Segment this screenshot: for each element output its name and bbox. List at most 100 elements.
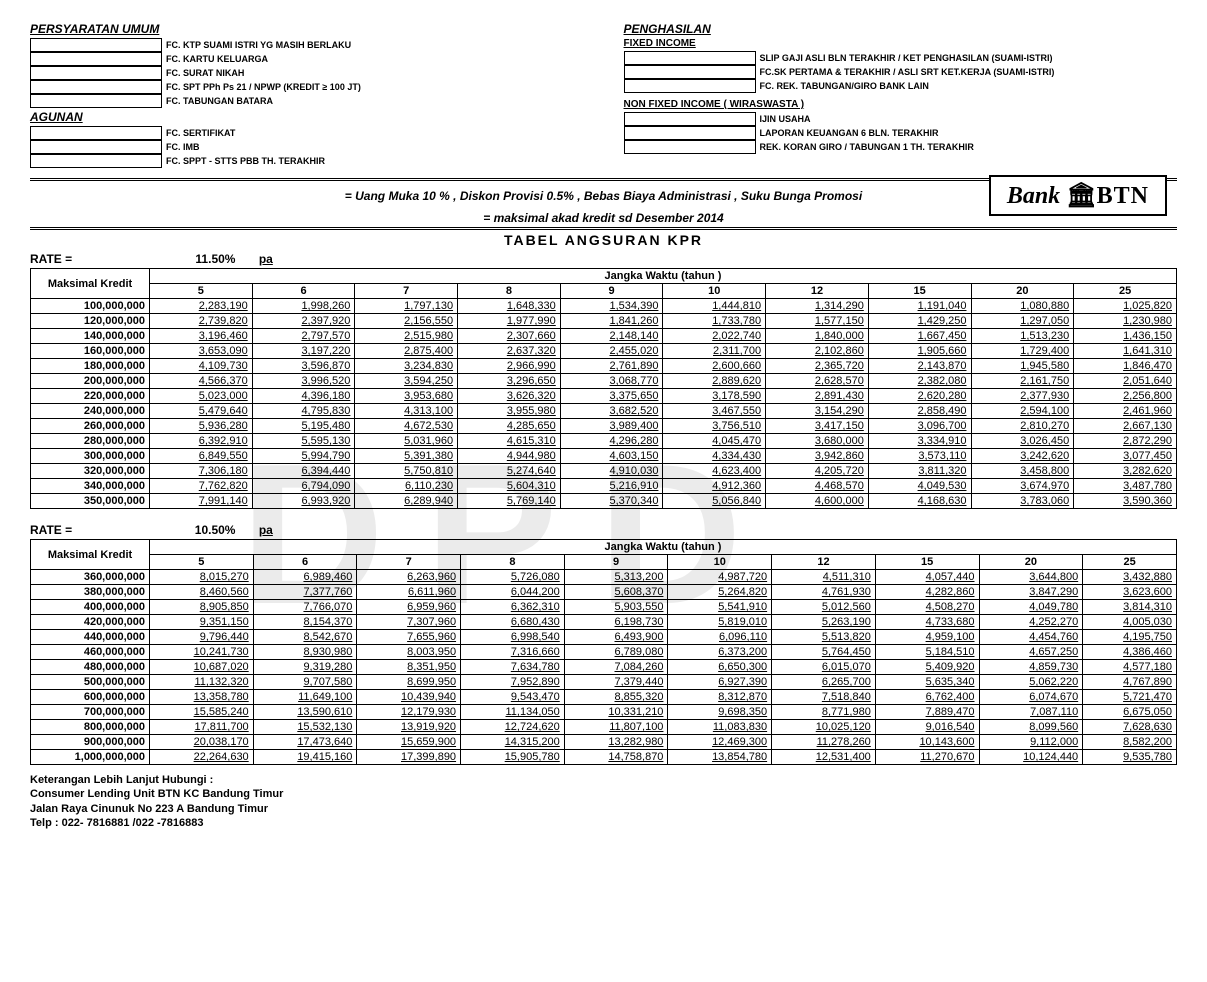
table-row: 700,000,00015,585,24013,590,61012,179,93…: [31, 705, 1177, 720]
cell-value: 5,595,130: [252, 434, 355, 449]
cell-value: 4,623,400: [663, 464, 766, 479]
cell-value: 1,577,150: [766, 314, 869, 329]
cell-value: 8,460,560: [150, 585, 254, 600]
cell-value: 5,721,470: [1083, 690, 1177, 705]
cell-value: 3,596,870: [252, 359, 355, 374]
cell-value: 5,604,310: [458, 479, 561, 494]
table-row: 360,000,0008,015,2706,989,4606,263,9605,…: [31, 570, 1177, 585]
cell-value: 5,903,550: [564, 600, 668, 615]
rate-line-2: RATE = 10.50% pa: [30, 523, 1177, 537]
cell-value: 10,124,440: [979, 750, 1083, 765]
cell-kredit: 280,000,000: [31, 434, 150, 449]
cell-value: 2,872,290: [1074, 434, 1177, 449]
cell-value: 17,811,700: [150, 720, 254, 735]
cell-value: 19,415,160: [253, 750, 357, 765]
cell-value: 3,626,320: [458, 389, 561, 404]
cell-kredit: 600,000,000: [31, 690, 150, 705]
rate-label: RATE =: [30, 252, 72, 266]
header-maksimal-kredit: Maksimal Kredit: [31, 540, 150, 570]
cell-value: 3,334,910: [868, 434, 971, 449]
requirement-row: REK. KORAN GIRO / TABUNGAN 1 TH. TERAKHI…: [624, 140, 1178, 154]
logo-btn-text: BTN: [1097, 183, 1149, 209]
table-row: 480,000,00010,687,0209,319,2808,351,9507…: [31, 660, 1177, 675]
cell-value: 4,657,250: [979, 645, 1083, 660]
requirement-label: FC. SPPT - STTS PBB TH. TERAKHIR: [166, 156, 325, 166]
rate-pa: pa: [259, 252, 273, 266]
header-tenor: 20: [979, 555, 1083, 570]
cell-kredit: 500,000,000: [31, 675, 150, 690]
cell-value: 6,044,200: [461, 585, 565, 600]
header-tenor: 8: [461, 555, 565, 570]
cell-value: 5,216,910: [560, 479, 663, 494]
table-row: 400,000,0008,905,8507,766,0706,959,9606,…: [31, 600, 1177, 615]
cell-value: 6,263,960: [357, 570, 461, 585]
table-row: 140,000,0003,196,4602,797,5702,515,9802,…: [31, 329, 1177, 344]
cell-value: 17,399,890: [357, 750, 461, 765]
header-tenor: 7: [357, 555, 461, 570]
cell-value: 4,049,780: [979, 600, 1083, 615]
cell-value: 2,889,620: [663, 374, 766, 389]
cell-value: 7,518,840: [772, 690, 876, 705]
cell-value: 3,467,550: [663, 404, 766, 419]
cell-value: 4,603,150: [560, 449, 663, 464]
cell-value: 2,365,720: [766, 359, 869, 374]
header-jangka-waktu: Jangka Waktu (tahun ): [150, 540, 1177, 555]
cell-value: 1,429,250: [868, 314, 971, 329]
cell-value: 4,767,890: [1083, 675, 1177, 690]
cell-value: 2,810,270: [971, 419, 1074, 434]
cell-value: 3,197,220: [252, 344, 355, 359]
requirement-row: IJIN USAHA: [624, 112, 1178, 126]
requirement-label: FC. TABUNGAN BATARA: [166, 96, 273, 106]
cell-value: 2,637,320: [458, 344, 561, 359]
cell-value: 9,319,280: [253, 660, 357, 675]
cell-value: 8,542,670: [253, 630, 357, 645]
cell-value: 2,022,740: [663, 329, 766, 344]
requirement-label: FC. SPT PPh Ps 21 / NPWP (KREDIT ≥ 100 J…: [166, 82, 361, 92]
cell-kredit: 350,000,000: [31, 494, 150, 509]
cell-value: 2,102,860: [766, 344, 869, 359]
cell-value: 6,794,090: [252, 479, 355, 494]
cell-value: 17,473,640: [253, 735, 357, 750]
requirement-row: FC. KARTU KELUARGA: [30, 52, 584, 66]
requirement-row: LAPORAN KEUANGAN 6 BLN. TERAKHIR: [624, 126, 1178, 140]
cell-value: 1,191,040: [868, 299, 971, 314]
cell-value: 3,811,320: [868, 464, 971, 479]
cell-value: 3,942,860: [766, 449, 869, 464]
table-row: 220,000,0005,023,0004,396,1803,953,6803,…: [31, 389, 1177, 404]
cell-value: 2,051,640: [1074, 374, 1177, 389]
cell-value: 8,930,980: [253, 645, 357, 660]
cell-value: 2,667,130: [1074, 419, 1177, 434]
cell-value: 5,819,010: [668, 615, 772, 630]
section-agunan: AGUNAN: [30, 110, 584, 124]
requirement-label: FC. KARTU KELUARGA: [166, 54, 268, 64]
requirement-box: [624, 112, 756, 126]
cell-value: 9,351,150: [150, 615, 254, 630]
cell-value: 7,316,660: [461, 645, 565, 660]
cell-value: 1,436,150: [1074, 329, 1177, 344]
cell-value: 2,620,280: [868, 389, 971, 404]
cell-value: 4,615,310: [458, 434, 561, 449]
cell-value: 5,195,480: [252, 419, 355, 434]
requirement-label: FC. KTP SUAMI ISTRI YG MASIH BERLAKU: [166, 40, 351, 50]
table-row: 160,000,0003,653,0903,197,2202,875,4002,…: [31, 344, 1177, 359]
table-row: 460,000,00010,241,7308,930,9808,003,9507…: [31, 645, 1177, 660]
cell-value: 3,756,510: [663, 419, 766, 434]
cell-kredit: 380,000,000: [31, 585, 150, 600]
table-row: 200,000,0004,566,3703,996,5203,594,2503,…: [31, 374, 1177, 389]
cell-value: 7,952,890: [461, 675, 565, 690]
cell-value: 7,655,960: [357, 630, 461, 645]
cell-value: 15,532,130: [253, 720, 357, 735]
cell-value: 3,590,360: [1074, 494, 1177, 509]
cell-value: 4,386,460: [1083, 645, 1177, 660]
header-tenor: 15: [875, 555, 979, 570]
cell-kredit: 300,000,000: [31, 449, 150, 464]
requirement-row: FC. KTP SUAMI ISTRI YG MASIH BERLAKU: [30, 38, 584, 52]
cell-value: 2,891,430: [766, 389, 869, 404]
table-row: 100,000,0002,283,1901,998,2601,797,1301,…: [31, 299, 1177, 314]
cell-value: 9,796,440: [150, 630, 254, 645]
cell-value: 2,455,020: [560, 344, 663, 359]
cell-value: 2,397,920: [252, 314, 355, 329]
cell-value: 3,653,090: [150, 344, 253, 359]
section-persyaratan-umum: PERSYARATAN UMUM: [30, 22, 584, 36]
cell-value: 4,987,720: [668, 570, 772, 585]
